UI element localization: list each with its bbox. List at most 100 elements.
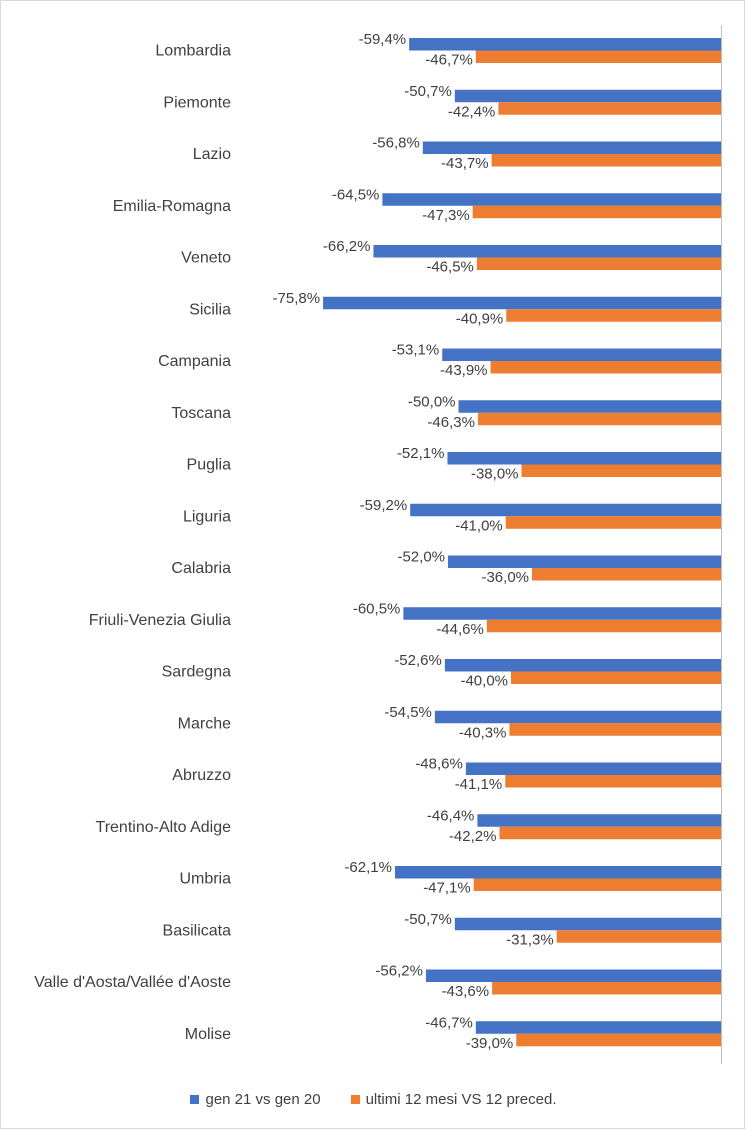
data-label: -54,5%: [384, 704, 432, 721]
data-label: -40,3%: [459, 724, 507, 741]
category-label: Puglia: [187, 457, 232, 474]
bar-ultimi-12-mesi: [486, 619, 721, 633]
legend-label-series-2: ultimi 12 mesi VS 12 preced.: [365, 1090, 557, 1108]
bar-gen21-vs-gen20: [447, 452, 721, 465]
bar-ultimi-12-mesi: [505, 775, 721, 788]
bar-gen21-vs-gen20: [448, 555, 721, 568]
bar-ultimi-12-mesi: [498, 102, 721, 115]
bar-gen21-vs-gen20: [458, 400, 721, 413]
data-label: -46,4%: [427, 807, 475, 824]
bar-ultimi-12-mesi: [490, 361, 721, 374]
data-label: -31,3%: [506, 931, 554, 948]
bar-gen21-vs-gen20: [444, 659, 721, 672]
data-label: -75,8%: [273, 290, 321, 307]
bar-ultimi-12-mesi: [491, 154, 721, 167]
legend-item-series-2: ultimi 12 mesi VS 12 preced.: [350, 1090, 557, 1108]
bar-ultimi-12-mesi: [532, 568, 721, 581]
bar-ultimi-12-mesi: [476, 257, 721, 270]
bar-gen21-vs-gen20: [403, 607, 721, 620]
data-label: -56,2%: [375, 963, 423, 980]
category-label: Veneto: [181, 250, 231, 267]
data-label: -52,0%: [397, 549, 445, 566]
data-label: -62,1%: [344, 859, 392, 876]
bar-chart: Lombardia -59,4% -46,7% Piemonte -50,7% -42,4…: [34, 25, 722, 1064]
data-label: -59,2%: [360, 497, 408, 514]
category-label: Emilia-Romagna: [113, 198, 231, 215]
category-label: Friuli-Venezia Giulia: [89, 612, 231, 629]
category-label: Abruzzo: [172, 767, 231, 784]
bar-ultimi-12-mesi: [499, 826, 721, 840]
data-label: -42,4%: [448, 103, 496, 120]
bar-gen21-vs-gen20: [434, 710, 721, 724]
data-label: -40,0%: [460, 673, 508, 690]
legend-item-series-1: gen 21 vs gen 20: [190, 1090, 321, 1108]
bar-ultimi-12-mesi: [506, 309, 721, 322]
data-label: -47,1%: [423, 880, 471, 897]
data-label: -42,2%: [449, 828, 497, 845]
data-label: -66,2%: [323, 238, 371, 255]
legend-label-series-1: gen 21 vs gen 20: [205, 1090, 321, 1108]
category-label: Campania: [158, 353, 231, 370]
bar-gen21-vs-gen20: [323, 296, 721, 310]
legend-swatch-series-1: [190, 1094, 200, 1104]
bar-ultimi-12-mesi: [473, 878, 721, 891]
bar-ultimi-12-mesi: [472, 205, 721, 219]
bar-ultimi-12-mesi: [505, 516, 721, 529]
bar-gen21-vs-gen20: [382, 193, 721, 206]
category-label: Calabria: [171, 560, 231, 577]
category-label: Umbria: [179, 871, 231, 888]
data-label: -64,5%: [332, 186, 380, 203]
category-label: Sicilia: [189, 301, 231, 318]
category-label: Sardegna: [162, 664, 231, 681]
bar-gen21-vs-gen20: [373, 245, 721, 258]
category-label: Valle d'Aosta/Vallée d'Aoste: [34, 974, 231, 991]
data-label: -46,7%: [425, 1014, 473, 1031]
data-label: -43,7%: [441, 155, 489, 172]
data-label: -56,8%: [372, 135, 420, 152]
data-label: -50,7%: [404, 911, 452, 928]
data-label: -50,7%: [404, 83, 452, 100]
data-label: -53,1%: [392, 342, 440, 359]
data-label: -43,9%: [440, 362, 488, 379]
data-label: -44,6%: [436, 621, 484, 638]
bar-ultimi-12-mesi: [516, 1033, 721, 1047]
data-label: -47,3%: [422, 207, 470, 224]
data-label: -52,1%: [397, 445, 445, 462]
category-label: Lazio: [193, 146, 231, 163]
bar-gen21-vs-gen20: [477, 814, 721, 827]
bar-gen21-vs-gen20: [465, 762, 721, 775]
data-label: -59,4%: [359, 31, 407, 48]
bar-ultimi-12-mesi: [477, 412, 721, 426]
bar-gen21-vs-gen20: [454, 917, 721, 931]
category-label: Liguria: [183, 508, 231, 525]
data-label: -43,6%: [442, 983, 490, 1000]
bar-gen21-vs-gen20: [454, 89, 721, 103]
category-label: Molise: [185, 1026, 231, 1043]
category-label: Marche: [178, 715, 231, 732]
data-label: -41,1%: [455, 776, 503, 793]
data-label: -41,0%: [455, 517, 503, 534]
data-label: -39,0%: [466, 1035, 514, 1052]
data-label: -46,3%: [427, 414, 475, 431]
category-label: Basilicata: [163, 922, 232, 939]
data-label: -36,0%: [481, 569, 529, 586]
data-label: -38,0%: [471, 466, 519, 483]
bar-ultimi-12-mesi: [475, 50, 721, 63]
bar-gen21-vs-gen20: [422, 141, 721, 154]
data-label: -60,5%: [353, 600, 401, 617]
data-label: -46,7%: [425, 52, 473, 69]
legend: gen 21 vs gen 20 ultimi 12 mesi VS 12 pr…: [1, 1087, 745, 1111]
bar-ultimi-12-mesi: [521, 464, 721, 477]
category-label: Toscana: [171, 405, 231, 422]
bar-ultimi-12-mesi: [509, 723, 721, 736]
category-label: Trentino-Alto Adige: [96, 819, 232, 836]
bar-gen21-vs-gen20: [475, 1021, 721, 1034]
bar-ultimi-12-mesi: [492, 982, 721, 995]
category-label: Lombardia: [155, 43, 231, 60]
data-label: -40,9%: [456, 310, 504, 327]
bar-gen21-vs-gen20: [442, 348, 721, 361]
bar-ultimi-12-mesi: [511, 671, 721, 684]
bar-gen21-vs-gen20: [394, 866, 721, 879]
data-label: -48,6%: [415, 756, 463, 773]
